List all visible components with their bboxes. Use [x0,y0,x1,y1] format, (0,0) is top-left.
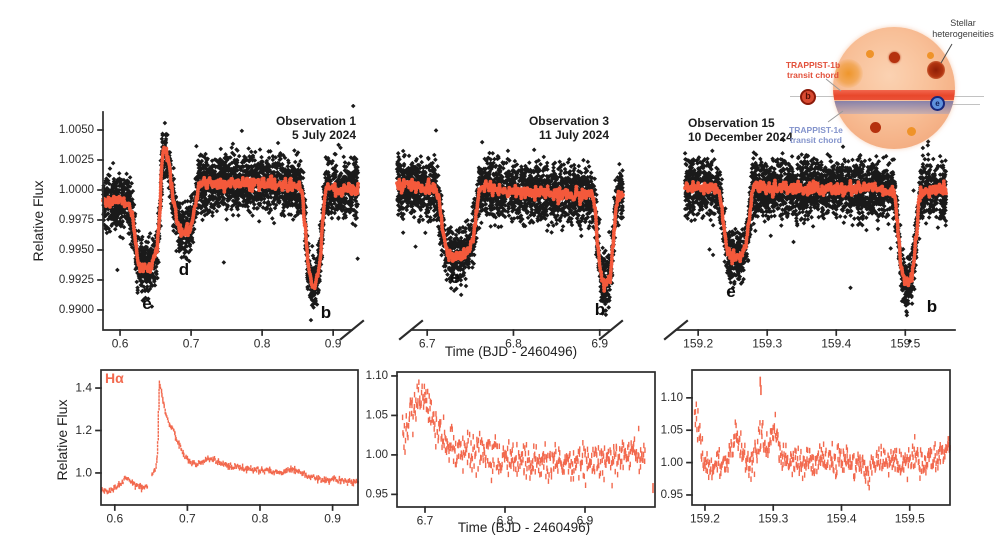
star-spot [870,122,881,133]
star-spot [889,52,900,63]
star-disk [833,27,955,149]
panel-obs3-lightcurve-canvas [380,104,650,360]
chord-e-guide-line-right [945,104,980,105]
planet-b-marker: b [800,89,816,105]
panel-obs15-halpha-canvas [655,362,965,537]
panel2-title-block: Observation 3 11 July 2024 [528,114,609,142]
chord-b-guide-line-right [950,96,984,97]
transit-label-obs3-b: b [594,300,606,319]
transit-label-obs1-d: d [178,260,190,279]
panel3-title-block: Observation 15 10 December 2024 [688,116,793,144]
transit-chord-e-band [833,101,955,114]
panel1-title: Observation 1 [275,114,356,128]
transit-label-obs15-b: b [926,297,938,316]
planet-e-marker: e [930,96,945,111]
star-spot [907,127,916,136]
panel2-title: Observation 3 [528,114,609,128]
trappist-1e-chord-label: TRAPPIST-1e transit chord [789,125,843,145]
transit-label-obs3-e: e [450,268,460,287]
transit-chord-b-band [833,90,955,100]
halpha-label: Hα [105,370,124,386]
panel2-date: 11 July 2024 [538,127,609,142]
stellar-heterogeneities-label: Stellar heterogeneities [932,18,994,39]
ylabel-top: Relative Flux [30,180,46,262]
transit-label-obs1-e: e [142,294,152,313]
panel1-title-block: Observation 1 5 July 2024 [275,114,356,142]
panel1-date: 5 July 2024 [291,127,356,142]
star-spot [927,61,945,79]
star-spot [866,50,874,58]
panel-obs1-lightcurve-canvas [45,104,375,360]
panel3-date: 10 December 2024 [688,129,793,144]
panel-obs15-lightcurve-canvas [655,104,980,360]
panel3-title: Observation 15 [688,116,775,130]
panel-obs1-halpha-canvas [45,362,375,537]
transit-label-obs15-e: e [726,282,736,301]
inset-connector-lines [825,43,953,123]
panel-obs3-halpha-canvas [360,364,670,537]
star-inset: b e Stellar heterogeneities TRAPPIST-1b … [780,8,1000,158]
trappist-1b-chord-label: TRAPPIST-1b transit chord [785,60,841,80]
transit-label-obs1-b: b [320,303,332,322]
star-spot [927,52,934,59]
star-spot [834,59,863,88]
